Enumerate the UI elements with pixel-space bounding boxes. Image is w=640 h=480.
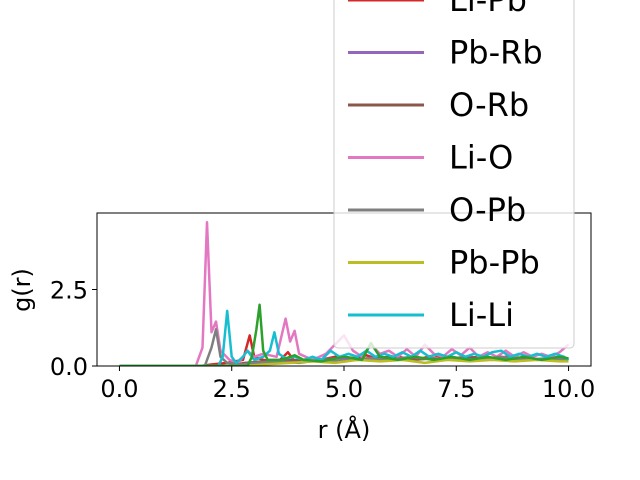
x-tick-label: 7.5	[437, 375, 475, 403]
x-tick-label: 5.0	[325, 375, 363, 403]
series-layer	[119, 220, 570, 366]
series-line-unlabeled-7	[119, 303, 569, 366]
x-tick-label: 2.5	[213, 375, 251, 403]
x-tick-label: 0.0	[100, 375, 138, 403]
legend-label: Pb-Rb	[449, 34, 543, 72]
series-line-li-li	[119, 309, 570, 366]
ticks-layer: 0.0 2.5 5.0 7.5 10.0 0.0 2.5	[50, 277, 595, 404]
legend-label: Li-Pb	[449, 0, 527, 19]
legend-label: Li-Li	[449, 296, 514, 334]
legend-label: Li-O	[449, 139, 513, 177]
legend-label: O-Pb	[449, 191, 526, 229]
legend-box	[333, 0, 575, 349]
y-tick-label: 0.0	[50, 353, 88, 381]
x-tick-label: 10.0	[542, 375, 595, 403]
legend: Li-Pb Pb-Rb O-Rb Li-O O-Pb Pb-Pb Li-Li	[333, 0, 575, 349]
legend-label: O-Rb	[449, 86, 529, 124]
y-axis-label: g(r)	[8, 268, 36, 312]
y-tick-label: 2.5	[50, 277, 88, 305]
legend-label: Pb-Pb	[449, 244, 540, 282]
x-axis-label: r (Å)	[318, 415, 371, 444]
